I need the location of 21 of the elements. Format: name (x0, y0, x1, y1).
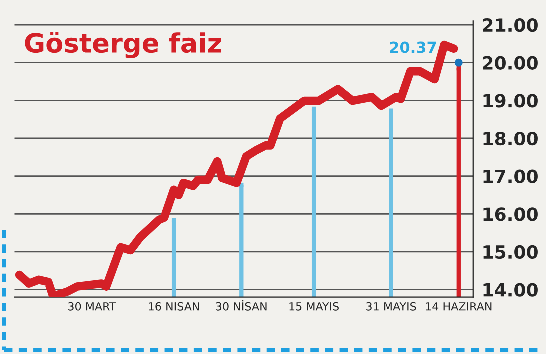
y-tick-label: 16.00 (484, 208, 538, 222)
y-tick-label: 14.00 (484, 283, 538, 297)
x-tick-label: 30 MART (68, 302, 116, 311)
point (456, 66, 461, 71)
y-tick-label: 20.00 (483, 56, 538, 70)
x-tick-label: 16 NISAN (149, 302, 200, 311)
x-tick-label: 31 MAYIS (366, 302, 416, 311)
y-tick-label: 15.00 (484, 245, 538, 260)
x-tick-label: 30 NİSAN (216, 300, 267, 311)
chart-title: Gösterge faiz (25, 32, 222, 58)
y-tick-label: 19.00 (484, 94, 538, 108)
point (312, 106, 316, 112)
x-tick-label: 14 HAZIRAN (426, 302, 492, 311)
y-tick-label: 18.00 (484, 132, 538, 146)
point (454, 58, 463, 67)
annotation: 20.37 (390, 42, 436, 54)
x-tick-label: 15 MAYIS (290, 302, 339, 311)
y-tick-label: 21.00 (483, 18, 538, 32)
y-tick-label: 17.00 (484, 170, 538, 184)
point (172, 218, 176, 223)
point (389, 108, 394, 113)
